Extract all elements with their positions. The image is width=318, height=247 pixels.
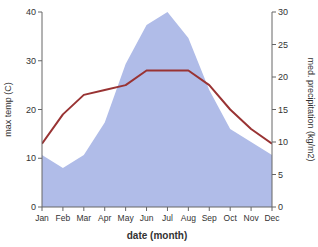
x-tick [230, 207, 231, 211]
y-tick [38, 60, 42, 61]
x-tick [209, 207, 210, 211]
x-tick [62, 207, 63, 211]
x-tick-label: Jan [35, 213, 49, 223]
y2-tick-label: 10 [278, 137, 288, 147]
y-tick-label: 20 [26, 105, 36, 115]
y2-tick-label: 30 [278, 7, 288, 17]
y-tick-label: 10 [26, 153, 36, 163]
x-tick [251, 207, 252, 211]
y-axis-label: max temp (C) [3, 82, 13, 137]
x-tick-label: Jun [140, 213, 154, 223]
y2-tick-label: 20 [278, 72, 288, 82]
y2-tick-label: 25 [278, 40, 288, 50]
precipitation-area [42, 12, 272, 207]
y-tick [38, 12, 42, 13]
y-tick [38, 109, 42, 110]
y2-tick [272, 207, 276, 208]
x-tick [104, 207, 105, 211]
temperature-line [42, 71, 272, 144]
x-tick [188, 207, 189, 211]
x-tick [125, 207, 126, 211]
x-tick-label: Aug [181, 213, 196, 223]
x-tick-label: Feb [56, 213, 71, 223]
x-tick [83, 207, 84, 211]
chart: 0 10 20 30 40 0 5 10 15 20 25 30 Jan Feb Mar Apr May Jun J… [0, 0, 318, 247]
x-tick [272, 207, 273, 211]
x-tick-label: Mar [76, 213, 91, 223]
y-tick [38, 158, 42, 159]
y2-tick [272, 12, 276, 13]
y2-tick-label: 0 [278, 202, 283, 212]
x-tick-label: Oct [224, 213, 238, 223]
y2-axis-label: med. precipitation (kg/m2) [306, 57, 316, 161]
y2-tick [272, 77, 276, 78]
x-tick-label: Nov [244, 213, 260, 223]
y2-tick [272, 44, 276, 45]
y-tick-label: 0 [31, 202, 36, 212]
y2-tick [272, 174, 276, 175]
y-tick-label: 30 [26, 56, 36, 66]
x-tick-label: Jul [162, 213, 173, 223]
x-tick [42, 207, 43, 211]
y2-tick-label: 15 [278, 105, 288, 115]
x-tick-label: Dec [264, 213, 280, 223]
y2-tick-label: 5 [278, 170, 283, 180]
plot-area [42, 12, 272, 207]
y-tick-label: 40 [26, 7, 36, 17]
y2-tick [272, 142, 276, 143]
x-axis-line [42, 207, 272, 208]
x-tick-label: May [118, 213, 135, 223]
y-tick [38, 207, 42, 208]
x-tick-label: Apr [98, 213, 111, 223]
y2-tick [272, 109, 276, 110]
x-tick-label: Sep [202, 213, 217, 223]
x-axis-label: date (month) [127, 230, 188, 241]
x-tick [167, 207, 168, 211]
x-tick [146, 207, 147, 211]
